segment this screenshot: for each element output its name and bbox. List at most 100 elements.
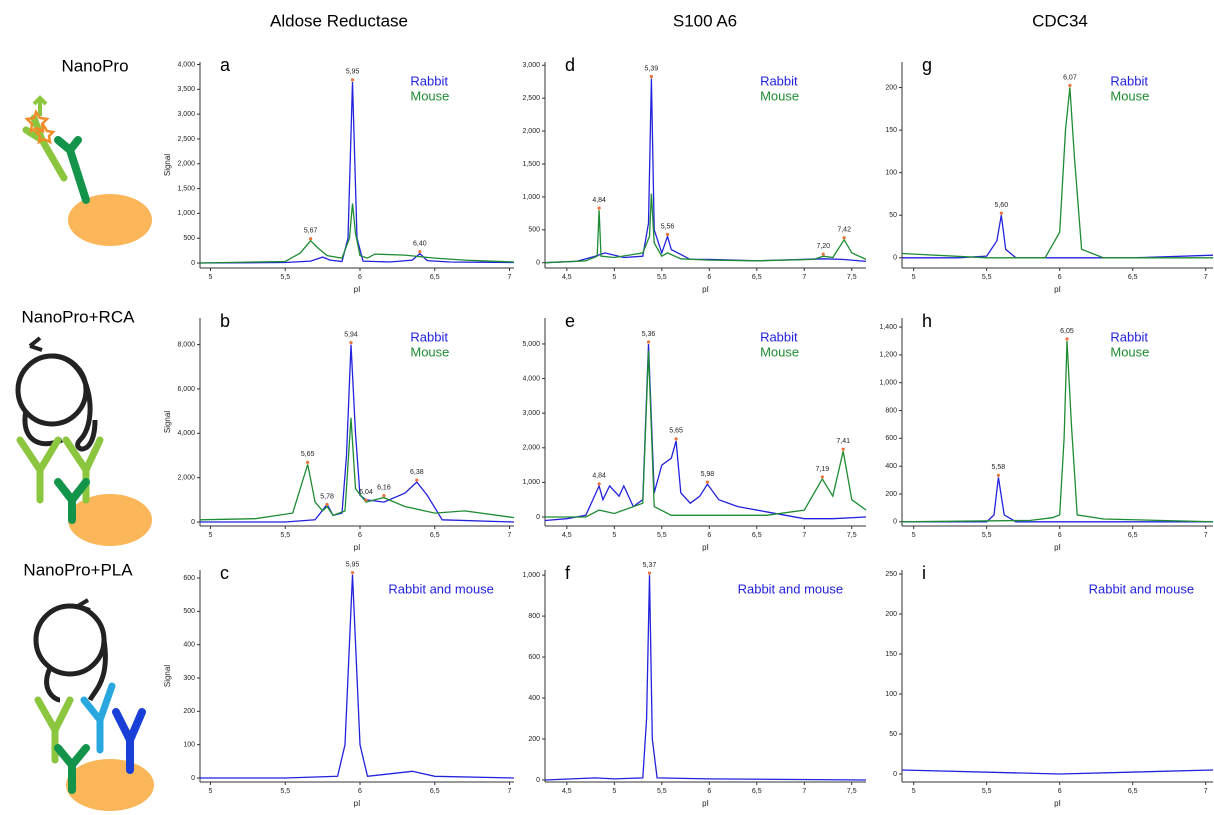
x-axis-label: pI (702, 285, 709, 294)
peak-marker (350, 571, 355, 575)
x-tick-label: 6 (1058, 532, 1062, 539)
y-tick-label: 4,000 (177, 61, 195, 68)
y-tick-label: 50 (889, 212, 897, 219)
peak-marker (841, 447, 845, 451)
column-title: CDC34 (1032, 11, 1088, 30)
y-tick-label: 2,000 (522, 445, 540, 452)
x-tick-label: 7 (508, 788, 512, 795)
legend-entry: Mouse (1110, 88, 1149, 103)
y-tick-label: 8,000 (177, 341, 195, 348)
y-tick-label: 2,500 (522, 95, 540, 102)
x-tick-label: 4,5 (562, 532, 572, 539)
peak-label: 4,84 (592, 197, 606, 204)
x-tick-label: 4,5 (562, 788, 572, 795)
series-line (200, 344, 515, 523)
legend-entry: Mouse (760, 88, 799, 103)
y-tick-label: 300 (183, 675, 195, 682)
y-tick-label: 3,000 (177, 111, 195, 118)
x-tick-label: 5 (209, 788, 213, 795)
series-line (901, 87, 1213, 259)
y-tick-label: 3,500 (177, 86, 195, 93)
x-tick-label: 5,5 (657, 274, 667, 281)
peak-label: 5,39 (645, 65, 659, 72)
y-tick-label: 4,000 (177, 430, 195, 437)
series-line (902, 477, 1213, 523)
panel-label: d (565, 55, 575, 75)
legend-entry: Rabbit and mouse (738, 581, 844, 596)
x-tick-label: 5 (912, 532, 916, 539)
x-axis-label: pI (1054, 799, 1061, 808)
y-tick-label: 600 (183, 575, 195, 582)
x-tick-label: 6,5 (752, 788, 762, 795)
legend-entry: Rabbit (410, 73, 448, 88)
x-tick-label: 6,5 (1128, 274, 1138, 281)
y-tick-label: 400 (528, 695, 540, 702)
y-tick-label: 2,500 (177, 136, 195, 143)
y-tick-label: 400 (885, 463, 897, 470)
x-tick-label: 5 (612, 532, 616, 539)
y-tick-label: 1,000 (522, 194, 540, 201)
y-tick-label: 1,500 (177, 185, 195, 192)
y-tick-label: 600 (885, 435, 897, 442)
peak-label: 7,41 (836, 438, 850, 445)
x-tick-label: 6 (358, 274, 362, 281)
series-line (901, 340, 1214, 523)
x-tick-label: 6 (707, 274, 711, 281)
peak-label: 5,36 (642, 331, 656, 338)
y-tick-label: 150 (885, 127, 897, 134)
x-tick-label: 7 (508, 532, 512, 539)
legend-entry: Mouse (410, 88, 449, 103)
peak-marker (1068, 83, 1072, 88)
y-tick-label: 1,500 (522, 161, 540, 168)
peak-label: 7,42 (837, 227, 851, 234)
illustration (22, 95, 152, 246)
peak-label: 7,19 (816, 466, 830, 473)
y-tick-label: 500 (528, 227, 540, 234)
x-tick-label: 7,5 (847, 274, 857, 281)
peak-label: 5,67 (304, 228, 318, 235)
row-label: NanoPro+PLA (23, 560, 133, 579)
peak-label: 6,38 (410, 469, 424, 476)
panel-label: a (220, 55, 231, 75)
x-tick-label: 6,5 (752, 532, 762, 539)
y-tick-label: 0 (191, 519, 195, 526)
peak-label: 6,40 (413, 240, 427, 247)
peak-marker (996, 473, 1000, 477)
y-tick-label: 50 (889, 731, 897, 738)
y-tick-label: 200 (183, 708, 195, 715)
x-axis-label: pI (702, 799, 709, 808)
x-axis-label: pI (354, 285, 361, 294)
x-tick-label: 5,5 (982, 532, 992, 539)
x-tick-label: 6,5 (1128, 532, 1138, 539)
x-tick-label: 5,5 (657, 532, 667, 539)
x-tick-label: 6,5 (430, 274, 440, 281)
peak-label: 6,04 (359, 489, 373, 496)
legend-entry: Mouse (1110, 344, 1149, 359)
y-tick-label: 100 (885, 691, 897, 698)
x-tick-label: 5 (612, 788, 616, 795)
x-tick-label: 6,5 (430, 788, 440, 795)
x-tick-label: 5 (912, 788, 916, 795)
x-axis-label: pI (354, 543, 361, 552)
column-title: S100 A6 (673, 11, 737, 30)
x-tick-label: 7 (802, 788, 806, 795)
y-tick-label: 250 (885, 571, 897, 578)
peak-label: 5,65 (301, 451, 315, 458)
y-tick-label: 0 (893, 255, 897, 262)
y-tick-label: 0 (191, 775, 195, 782)
peak-label: 5,56 (661, 223, 675, 230)
x-tick-label: 6 (358, 788, 362, 795)
x-tick-label: 6,5 (752, 274, 762, 281)
peak-marker (306, 460, 310, 464)
x-tick-label: 5,5 (657, 788, 667, 795)
x-axis-label: pI (1054, 543, 1061, 552)
x-tick-label: 5 (912, 274, 916, 281)
x-tick-label: 6 (707, 788, 711, 795)
x-axis-label: pI (702, 543, 709, 552)
peak-marker (820, 475, 824, 479)
peak-label: 7,20 (816, 243, 830, 250)
peak-marker (415, 478, 419, 482)
peak-label: 5,58 (992, 464, 1006, 471)
peak-marker (705, 480, 709, 484)
